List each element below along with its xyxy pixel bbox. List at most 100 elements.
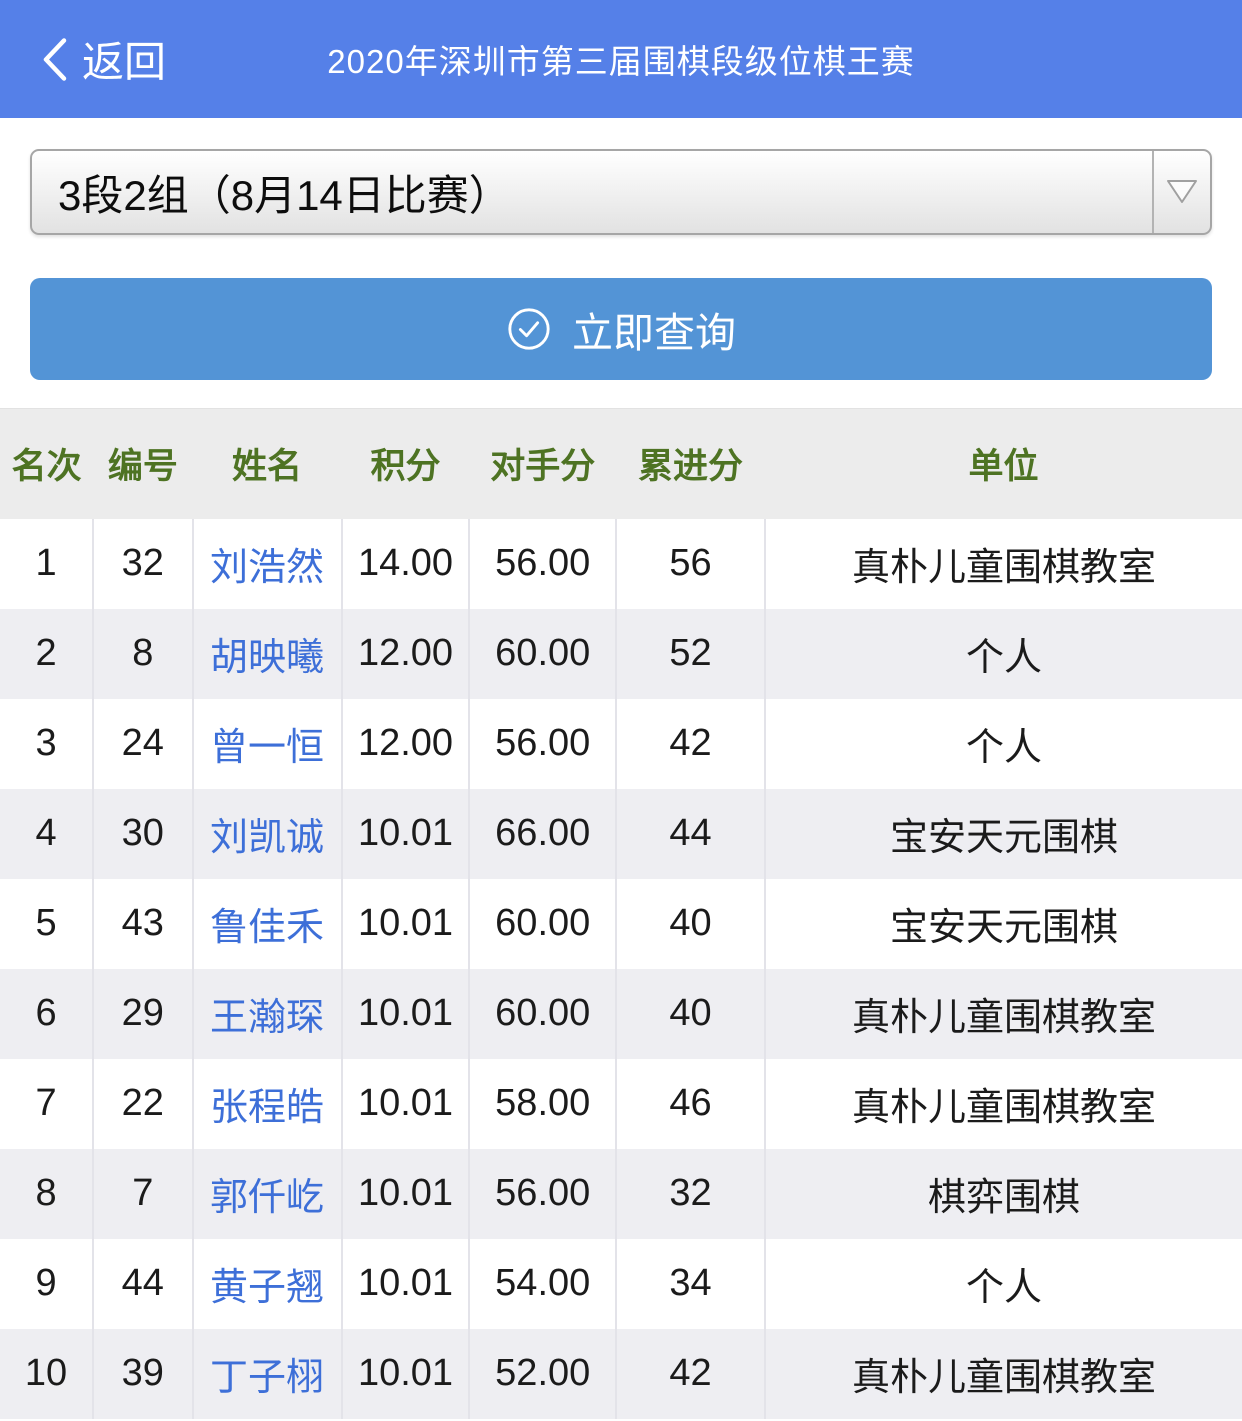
- cell-unit: 个人: [764, 608, 1242, 699]
- cell-progressive: 34: [614, 1238, 766, 1329]
- player-name-link[interactable]: 胡映曦: [210, 637, 325, 679]
- cell-number: 24: [92, 698, 193, 789]
- cell-opponent-points: 56.00: [468, 518, 616, 609]
- cell-number: 7: [92, 1148, 193, 1239]
- player-name-link[interactable]: 丁子栩: [210, 1357, 325, 1399]
- group-select-dropdown[interactable]: 3段2组（8月14日比赛）: [30, 149, 1212, 235]
- cell-name: 刘凯诚: [191, 788, 342, 879]
- player-name-link[interactable]: 曾一恒: [210, 727, 325, 769]
- cell-unit: 棋弈围棋: [764, 1148, 1242, 1239]
- cell-rank: 6: [0, 968, 94, 1059]
- cell-unit: 真朴儿童围棋教室: [764, 1328, 1242, 1419]
- table-row: 9 44 黄子翘 10.01 54.00 34 个人: [0, 1238, 1242, 1329]
- cell-points: 12.00: [340, 698, 470, 789]
- player-name-link[interactable]: 郭仟屹: [210, 1177, 325, 1219]
- back-button-label: 返回: [82, 38, 167, 86]
- cell-number: 32: [92, 518, 193, 609]
- column-header-progressive: 累进分: [616, 408, 766, 519]
- query-now-button[interactable]: 立即查询: [30, 278, 1212, 380]
- dropdown-arrow-section: [1152, 151, 1210, 233]
- cell-progressive: 56: [614, 518, 766, 609]
- column-header-unit: 单位: [765, 408, 1242, 519]
- player-name-link[interactable]: 王瀚琛: [210, 997, 325, 1039]
- back-button[interactable]: 返回: [42, 29, 166, 90]
- cell-progressive: 40: [614, 878, 766, 969]
- cell-progressive: 52: [614, 608, 766, 699]
- cell-name: 郭仟屹: [191, 1148, 342, 1239]
- table-row: 8 7 郭仟屹 10.01 56.00 32 棋弈围棋: [0, 1148, 1242, 1239]
- cell-name: 刘浩然: [191, 518, 342, 609]
- cell-name: 丁子栩: [191, 1328, 342, 1419]
- cell-rank: 9: [0, 1238, 94, 1329]
- cell-number: 29: [92, 968, 193, 1059]
- column-header-opponent: 对手分: [469, 408, 616, 519]
- cell-points: 10.01: [340, 788, 470, 879]
- cell-points: 14.00: [340, 518, 470, 609]
- player-name-link[interactable]: 黄子翘: [210, 1267, 325, 1309]
- chevron-down-icon: [1165, 179, 1199, 205]
- cell-number: 22: [92, 1058, 193, 1149]
- cell-name: 胡映曦: [191, 608, 342, 699]
- cell-number: 39: [92, 1328, 193, 1419]
- player-name-link[interactable]: 刘凯诚: [210, 817, 325, 859]
- results-table-section: 名次 编号 姓名 积分 对手分 累进分 单位 1 32 刘浩然 14.00 56.00 5…: [0, 408, 1242, 1419]
- cell-progressive: 42: [614, 698, 766, 789]
- top-navigation-bar: 返回 2020年深圳市第三届围棋段级位棋王赛: [0, 0, 1242, 118]
- cell-points: 10.01: [340, 1058, 470, 1149]
- player-name-link[interactable]: 张程皓: [210, 1087, 325, 1129]
- cell-progressive: 46: [614, 1058, 766, 1149]
- cell-number: 30: [92, 788, 193, 879]
- page-title: 2020年深圳市第三届围棋段级位棋王赛: [327, 43, 915, 80]
- player-name-link[interactable]: 刘浩然: [210, 547, 325, 589]
- column-header-points: 积分: [341, 408, 470, 519]
- cell-opponent-points: 60.00: [468, 608, 616, 699]
- cell-progressive: 32: [614, 1148, 766, 1239]
- cell-opponent-points: 66.00: [468, 788, 616, 879]
- cell-unit: 真朴儿童围棋教室: [764, 968, 1242, 1059]
- player-name-link[interactable]: 鲁佳禾: [210, 907, 325, 949]
- cell-opponent-points: 60.00: [468, 878, 616, 969]
- cell-points: 10.01: [340, 878, 470, 969]
- cell-unit: 真朴儿童围棋教室: [764, 518, 1242, 609]
- cell-points: 10.01: [340, 1148, 470, 1239]
- cell-rank: 5: [0, 878, 94, 969]
- cell-progressive: 42: [614, 1328, 766, 1419]
- cell-rank: 2: [0, 608, 94, 699]
- cell-points: 10.01: [340, 968, 470, 1059]
- table-row: 10 39 丁子栩 10.01 52.00 42 真朴儿童围棋教室: [0, 1328, 1242, 1419]
- cell-unit: 个人: [764, 698, 1242, 789]
- cell-rank: 3: [0, 698, 94, 789]
- cell-rank: 4: [0, 788, 94, 879]
- query-now-button-label: 立即查询: [572, 310, 736, 356]
- check-circle-icon: [506, 306, 552, 352]
- cell-name: 曾一恒: [191, 698, 342, 789]
- cell-opponent-points: 56.00: [468, 698, 616, 789]
- cell-opponent-points: 58.00: [468, 1058, 616, 1149]
- cell-name: 黄子翘: [191, 1238, 342, 1329]
- cell-opponent-points: 52.00: [468, 1328, 616, 1419]
- cell-number: 43: [92, 878, 193, 969]
- cell-rank: 8: [0, 1148, 94, 1239]
- cell-opponent-points: 54.00: [468, 1238, 616, 1329]
- cell-name: 鲁佳禾: [191, 878, 342, 969]
- cell-opponent-points: 56.00: [468, 1148, 616, 1239]
- table-row: 5 43 鲁佳禾 10.01 60.00 40 宝安天元围棋: [0, 878, 1242, 969]
- column-header-rank: 名次: [0, 408, 94, 519]
- table-row: 4 30 刘凯诚 10.01 66.00 44 宝安天元围棋: [0, 788, 1242, 879]
- results-table: 名次 编号 姓名 积分 对手分 累进分 单位 1 32 刘浩然 14.00 56.00 5…: [0, 408, 1242, 1419]
- table-row: 7 22 张程皓 10.01 58.00 46 真朴儿童围棋教室: [0, 1058, 1242, 1149]
- cell-unit: 宝安天元围棋: [764, 788, 1242, 879]
- column-header-number: 编号: [93, 408, 193, 519]
- cell-rank: 10: [0, 1328, 94, 1419]
- chevron-left-icon: [42, 36, 68, 82]
- cell-unit: 真朴儿童围棋教室: [764, 1058, 1242, 1149]
- column-header-name: 姓名: [192, 408, 342, 519]
- table-row: 2 8 胡映曦 12.00 60.00 52 个人: [0, 608, 1242, 699]
- cell-unit: 个人: [764, 1238, 1242, 1329]
- cell-name: 张程皓: [191, 1058, 342, 1149]
- cell-number: 44: [92, 1238, 193, 1329]
- cell-progressive: 44: [614, 788, 766, 879]
- group-select-value: 3段2组（8月14日比赛）: [58, 171, 511, 219]
- cell-points: 10.01: [340, 1328, 470, 1419]
- cell-opponent-points: 60.00: [468, 968, 616, 1059]
